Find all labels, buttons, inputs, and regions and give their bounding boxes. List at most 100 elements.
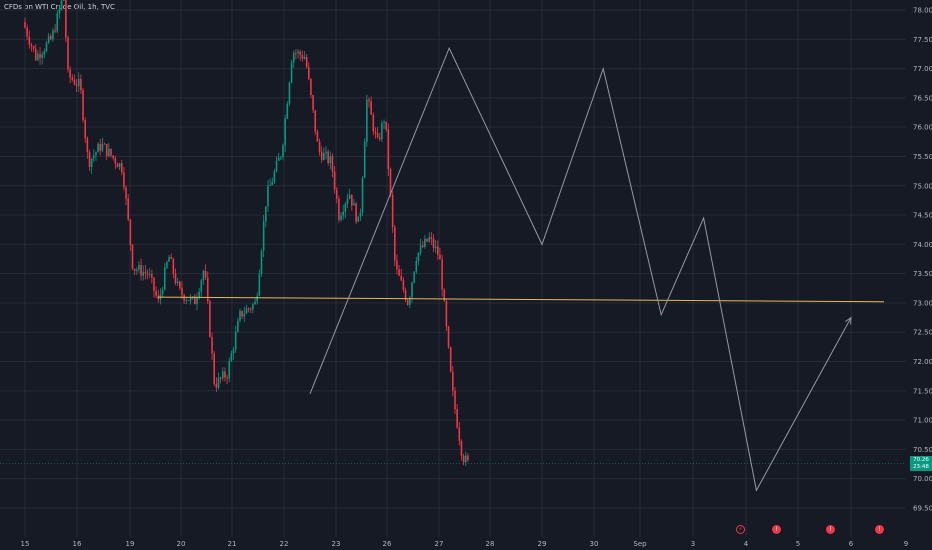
candle-body: [62, 0, 65, 1]
time-tick-label: 3: [691, 540, 695, 548]
arrow-head: [845, 316, 852, 325]
candle-body: [456, 409, 458, 428]
candle-body: [168, 257, 170, 262]
candle-body: [310, 78, 312, 96]
candle-body: [69, 69, 71, 78]
candle-body: [417, 252, 420, 261]
candle-body: [415, 260, 418, 272]
candle-body: [133, 268, 136, 271]
candle-body: [93, 155, 95, 159]
candle-body: [254, 301, 256, 305]
candle-body: [271, 181, 274, 186]
time-tick-label: 23: [332, 540, 341, 548]
price-tick-label: 75.50: [913, 153, 932, 161]
candle-body: [110, 148, 112, 156]
candle-body: [340, 215, 342, 220]
candle-body: [144, 271, 147, 274]
candle-body: [441, 259, 443, 290]
candle-body: [331, 156, 334, 172]
candle-body: [239, 310, 241, 321]
price-tick-label: 73.00: [913, 299, 932, 307]
candle-body: [97, 143, 99, 153]
candles: [0, 0, 906, 466]
candle-body: [99, 143, 102, 151]
time-tick-label: 22: [280, 540, 289, 548]
candle-body: [114, 157, 117, 164]
candle-body: [45, 42, 48, 52]
candle-body: [237, 320, 239, 332]
candle-body: [146, 273, 149, 275]
candle-body: [449, 347, 452, 372]
candle-body: [127, 198, 129, 220]
candle-body: [161, 289, 164, 295]
candle-body: [211, 336, 213, 354]
lightning-icon[interactable]: ⚡: [736, 525, 745, 534]
candle-body: [439, 254, 441, 260]
candle-body: [77, 78, 80, 86]
price-tick-label: 72.00: [913, 358, 932, 366]
candle-body: [28, 36, 31, 45]
time-tick-label: 30: [590, 540, 599, 548]
candle-body: [280, 156, 282, 158]
candle-body: [252, 304, 254, 310]
economic-event-icon[interactable]: !: [826, 525, 835, 534]
candle-body: [428, 236, 430, 242]
candle-body: [275, 160, 278, 172]
candle-body: [314, 110, 317, 132]
candle-body: [454, 390, 456, 410]
time-tick-label: 6: [849, 540, 854, 548]
candle-body: [318, 141, 321, 152]
candle-body: [151, 274, 153, 278]
candle-body: [34, 48, 37, 61]
candle-body: [112, 155, 114, 158]
candle-body: [181, 287, 183, 295]
candle-body: [351, 194, 353, 206]
candle-body: [421, 245, 424, 247]
candle-body: [333, 171, 336, 190]
candle-body: [366, 99, 368, 142]
candle-body: [202, 270, 205, 281]
time-tick-label: 19: [126, 540, 135, 548]
candle-body: [172, 258, 175, 274]
time-tick-label: 29: [538, 540, 547, 548]
price-tick-label: 76.00: [913, 124, 932, 132]
candle-body: [378, 137, 381, 140]
candle-body: [185, 300, 188, 301]
candle-body: [260, 250, 263, 274]
candle-body: [370, 101, 372, 115]
drawings[interactable]: [158, 46, 885, 492]
candle-body: [249, 308, 252, 310]
candle-body: [363, 141, 366, 178]
candle-body: [452, 371, 454, 391]
economic-event-icon[interactable]: !: [772, 525, 781, 534]
candle-body: [179, 281, 181, 288]
time-tick-label: 4: [744, 540, 749, 548]
time-tick-label: 26: [383, 540, 392, 548]
candle-body: [323, 153, 325, 160]
candle-body: [226, 377, 228, 379]
candle-body: [346, 198, 349, 204]
economic-event-icon[interactable]: !: [875, 525, 884, 534]
candle-body: [406, 300, 409, 305]
candle-body: [329, 156, 332, 164]
candle-body: [116, 163, 119, 168]
candle-body: [224, 371, 226, 378]
candle-body: [84, 120, 86, 139]
candle-body: [222, 371, 224, 379]
candle-body: [359, 212, 362, 217]
candle-body: [138, 264, 140, 271]
candle-body: [342, 211, 344, 216]
candle-body: [432, 238, 435, 248]
candle-body: [30, 44, 33, 47]
price-tick-label: 77.50: [913, 36, 932, 44]
candle-body: [241, 310, 243, 317]
candle-body: [166, 261, 168, 268]
time-axis[interactable]: 15 16 19 20 21 22 23 26 27 28 29 30 Sep 3 4 5 6 9: [21, 540, 909, 548]
candle-body: [71, 77, 74, 80]
candle-body: [194, 296, 196, 305]
candle-body: [269, 185, 271, 186]
candle-body: [404, 290, 407, 301]
candle-body: [387, 129, 390, 170]
time-tick-label: 5: [796, 540, 800, 548]
